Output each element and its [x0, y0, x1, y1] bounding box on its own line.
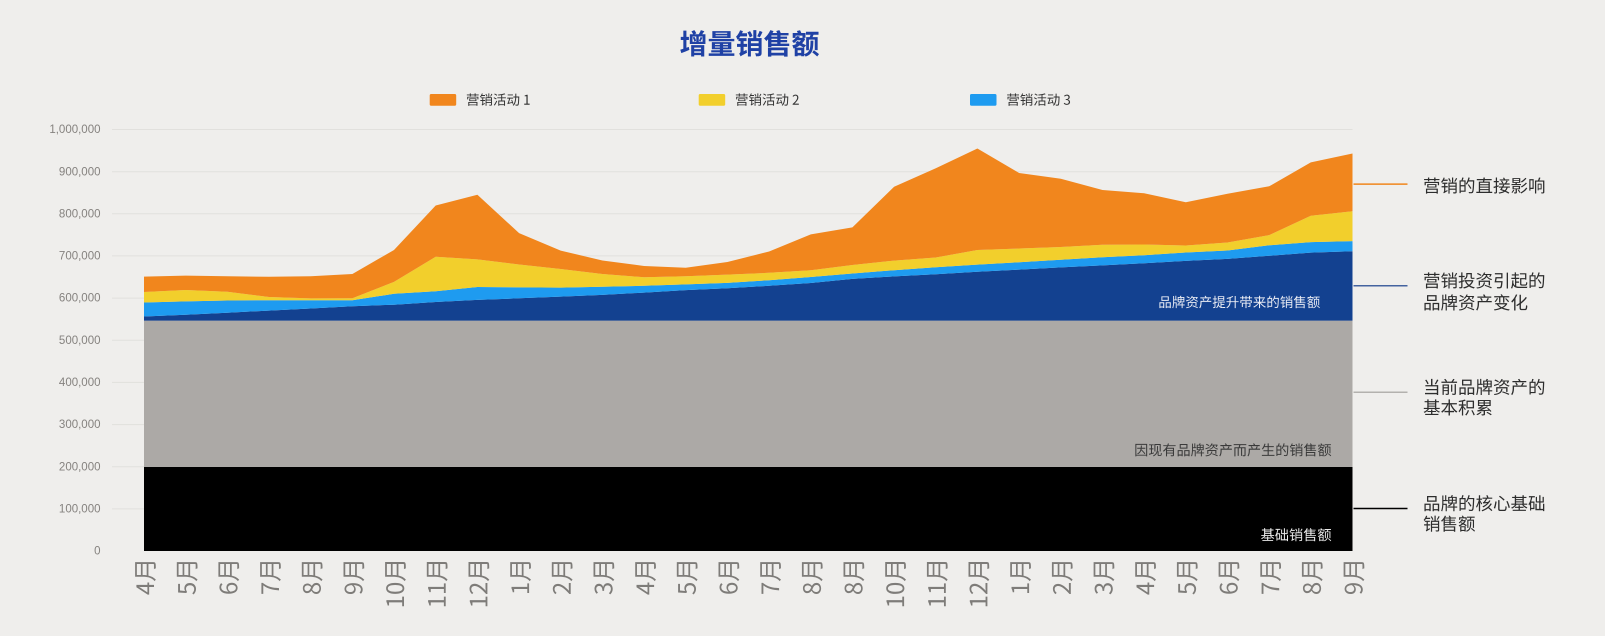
svg-text:600,000: 600,000 — [59, 293, 101, 305]
svg-text:400,000: 400,000 — [59, 377, 101, 389]
svg-text:200,000: 200,000 — [59, 461, 101, 473]
svg-text:1,000,000: 1,000,000 — [49, 124, 100, 136]
svg-text:100,000: 100,000 — [59, 504, 101, 516]
svg-text:900,000: 900,000 — [59, 166, 101, 178]
svg-text:0: 0 — [94, 546, 100, 558]
svg-text:700,000: 700,000 — [59, 251, 101, 263]
svg-text:800,000: 800,000 — [59, 208, 101, 220]
svg-text:500,000: 500,000 — [59, 335, 101, 347]
svg-text:300,000: 300,000 — [59, 419, 101, 431]
